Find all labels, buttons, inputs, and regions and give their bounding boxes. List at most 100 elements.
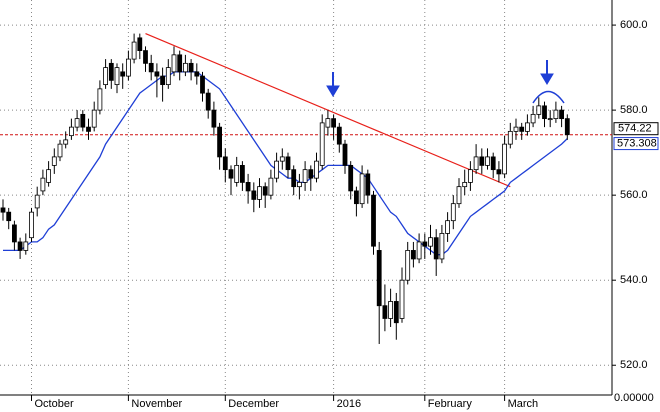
candle-body [97, 88, 103, 111]
candle-body [222, 156, 228, 171]
candle-body [137, 37, 143, 51]
candle-body [46, 169, 51, 183]
candle-body [348, 164, 354, 192]
candle-body [462, 182, 468, 188]
y-bottom-label: 0.00000 [614, 392, 654, 404]
candle-body [473, 156, 479, 171]
candle-body [296, 182, 302, 188]
candle-body [479, 156, 485, 166]
candle-body [29, 211, 34, 239]
candle-body [291, 169, 297, 188]
candle-body [40, 177, 46, 192]
x-tick-label: February [428, 398, 473, 410]
candle-body [131, 41, 137, 60]
price-box [613, 122, 659, 136]
ma-label: 573.308 [617, 137, 657, 149]
candle-body [325, 118, 331, 128]
annotation-arrow [326, 60, 554, 97]
candle-body [217, 126, 223, 158]
candle-body [108, 62, 114, 81]
candle-body [422, 241, 428, 247]
candle-body [456, 186, 462, 205]
candle-body [353, 190, 359, 205]
candle-body [399, 279, 405, 319]
candle-body [57, 143, 63, 158]
candle-body [450, 203, 456, 222]
candle-body [507, 130, 513, 145]
candle-body [490, 156, 496, 171]
candle-body [91, 109, 97, 128]
candle-body [17, 241, 23, 251]
candle-body [410, 250, 416, 260]
candle-body [182, 62, 188, 73]
candle-body [148, 62, 154, 73]
candle-body [547, 118, 553, 121]
candle-body [319, 122, 325, 166]
candle-body [467, 169, 473, 183]
candle-body [251, 190, 257, 200]
candle-body [74, 118, 80, 128]
candle-body [188, 62, 194, 73]
candle-body [371, 194, 376, 247]
candle-body [279, 156, 285, 162]
candle-body [382, 305, 388, 319]
candle-body [302, 169, 308, 183]
candle-body [63, 139, 69, 145]
candle-body [428, 237, 433, 247]
candle-body [268, 177, 274, 196]
x-tick-label: October [35, 398, 74, 410]
candle-body [445, 220, 451, 234]
y-tick-label: 580.0 [620, 104, 648, 116]
candle-body [365, 173, 371, 196]
candle-body [143, 50, 148, 64]
candle-body [165, 67, 171, 86]
candle-body [496, 169, 502, 175]
candle-body [80, 113, 86, 128]
ma-box [613, 137, 659, 151]
candle-body [200, 75, 205, 94]
candle-body [126, 58, 131, 77]
y-tick-label: 540.0 [620, 274, 648, 286]
y-tick-label: 560.0 [620, 189, 648, 201]
candle-body [542, 105, 547, 120]
candle-body [485, 156, 490, 166]
candle-body [234, 164, 240, 183]
candle-body [530, 113, 536, 124]
y-tick-label: 600.0 [620, 19, 648, 31]
candle-body [23, 241, 29, 251]
candle-body [331, 118, 337, 128]
price-label: 574.22 [618, 123, 652, 135]
candle-body [239, 164, 245, 183]
candle-body [285, 156, 291, 171]
candle-body [416, 241, 422, 260]
candle-body [314, 160, 319, 179]
candle-body [211, 109, 217, 128]
candle-body [205, 92, 211, 111]
candle-body [274, 160, 280, 179]
candle-body [553, 109, 559, 120]
candle-body [34, 194, 40, 209]
candle-body [114, 67, 120, 86]
candle-body [359, 173, 365, 205]
candle-body [194, 71, 200, 77]
x-tick-label: December [228, 398, 279, 410]
moving-average [3, 71, 568, 256]
candle-body [177, 54, 183, 73]
x-tick-label: 2016 [337, 398, 361, 410]
candle-body [342, 143, 348, 166]
candle-body [502, 143, 508, 175]
candle-body [262, 186, 268, 196]
candle-body [154, 71, 160, 77]
candle-body [51, 156, 57, 166]
candle-body [120, 71, 126, 77]
candle-body [536, 105, 542, 115]
candle-body [228, 169, 234, 179]
y-tick-label: 520.0 [620, 359, 648, 371]
candle-body [336, 126, 342, 145]
candle-body [11, 224, 17, 243]
x-tick-label: November [131, 398, 182, 410]
candle-body [69, 126, 74, 137]
candle-body [245, 182, 251, 192]
candle-body [103, 67, 108, 86]
